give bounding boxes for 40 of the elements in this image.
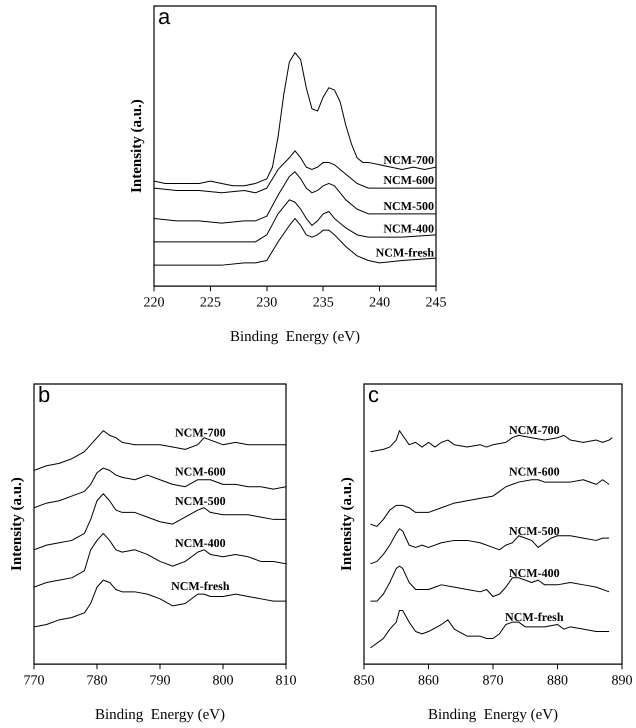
series-label: NCM-600 [508,464,560,479]
x-tick-label: 800 [212,673,234,688]
series-label: NCM-700 [508,423,560,438]
series-label: NCM-500 [508,524,560,538]
x-axis-title: Binding Energy (eV) [428,706,558,723]
series-label: NCM-fresh [376,245,434,260]
series-label: NCM-fresh [505,610,564,624]
y-axis-title: Intensity (a.u.) [128,99,145,193]
x-tick-label: 245 [426,295,446,310]
x-tick-label: 890 [612,673,632,688]
y-axis-title: Intensity (a.u.) [338,477,355,571]
series-label: NCM-700 [174,426,226,440]
series-label: NCM-700 [383,153,434,168]
series-label: NCM-600 [383,173,434,188]
series-label: NCM-fresh [171,579,230,594]
x-tick-label: 240 [369,295,390,310]
x-tick-label: 770 [24,673,44,688]
x-tick-label: 225 [200,295,221,310]
series-label: NCM-500 [174,494,226,508]
x-tick-label: 230 [256,295,278,310]
series-label: NCM-500 [383,198,434,213]
x-tick-label: 790 [150,673,170,688]
series-label: NCM-400 [508,566,560,580]
series-label: NCM-400 [383,222,434,236]
x-axis-title: Binding Energy (eV) [230,328,360,345]
text: a [158,4,171,30]
text: b [38,382,50,408]
x-axis-title: Binding Energy (eV) [94,706,226,723]
x-tick-label: 870 [482,673,504,688]
series-label: NCM-400 [174,536,226,550]
x-tick-label: 860 [418,673,439,688]
y-axis-title: Intensity (a.u.) [8,477,25,571]
x-tick-label: 780 [86,673,108,688]
x-tick-label: 880 [547,673,568,688]
x-tick-label: 810 [276,673,296,688]
series-label: NCM-600 [174,464,226,479]
x-tick-label: 850 [354,673,374,688]
x-tick-label: 235 [312,295,334,310]
x-tick-label: 220 [144,295,164,310]
text: c [368,382,379,408]
